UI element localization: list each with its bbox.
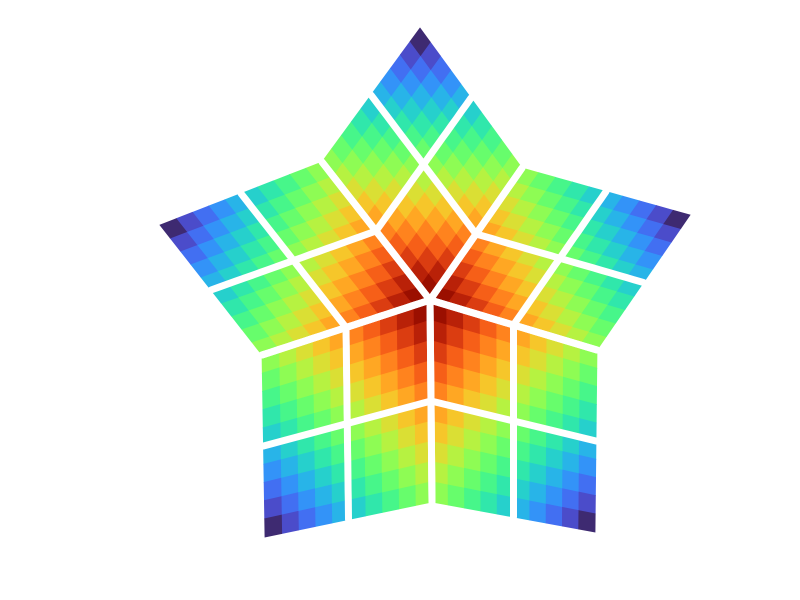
mesh-cell [480, 451, 498, 476]
block-gap [426, 164, 526, 304]
mesh-cell [480, 471, 498, 496]
mesh-cell [447, 484, 466, 509]
mesh-cell [463, 448, 482, 473]
block-gap [510, 188, 610, 329]
mesh-cell [280, 510, 299, 534]
block-gap [426, 296, 601, 354]
block-gap [258, 296, 434, 359]
mesh-cell [464, 487, 482, 512]
block-gap [367, 91, 480, 238]
mesh-cell [463, 428, 482, 453]
mesh-cell [529, 481, 547, 505]
block-gap [318, 158, 434, 304]
mesh-cell [397, 485, 416, 510]
mesh-cell [545, 466, 564, 490]
block-gap [427, 397, 600, 445]
mesh-cell [663, 209, 691, 229]
block-gap [342, 324, 352, 523]
mesh-cell [562, 469, 580, 493]
mesh-cell [447, 424, 465, 450]
mesh-cell [529, 500, 547, 524]
mesh-cell [381, 488, 400, 513]
mesh-cell [578, 510, 596, 533]
mesh-cell [409, 27, 431, 57]
mesh-cell [561, 506, 580, 530]
mesh-cell [159, 218, 188, 239]
mesh-cell [397, 464, 416, 490]
mesh-cell [545, 484, 564, 508]
block-gap [207, 227, 380, 294]
mesh-cell [264, 514, 283, 538]
block-gap [426, 296, 436, 506]
mesh-cell [480, 490, 498, 515]
mesh-cell [364, 492, 383, 517]
mesh-cell [578, 491, 596, 515]
mesh-cell [447, 464, 465, 489]
mesh-cell [545, 503, 563, 527]
mesh-cell [314, 503, 333, 527]
mesh-cell [297, 507, 316, 531]
mesh-cell [529, 462, 547, 486]
mesh-cell [562, 488, 580, 512]
mesh-cell [463, 467, 482, 492]
mesh-cell [447, 444, 465, 469]
